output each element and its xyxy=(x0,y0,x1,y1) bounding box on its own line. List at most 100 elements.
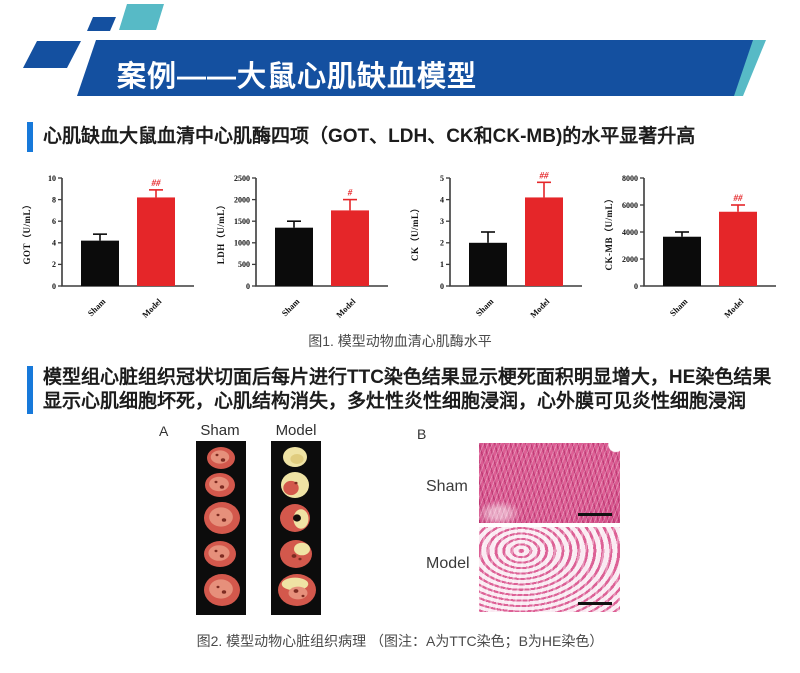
slice-detail xyxy=(216,585,220,589)
bar-chart-ck-mb: 0 2000 4000 6000 8000 CK-MB（U/mL） Sham ## Model xyxy=(604,174,776,320)
model-bar xyxy=(719,211,757,286)
section1-heading: 心肌缺血大鼠血清中心肌酶四项（GOT、LDH、CK和CK-MB)的水平显著升高 xyxy=(27,120,695,154)
slice-detail xyxy=(214,549,218,553)
section2-heading: 模型组心脏组织冠状切面后每片进行TTC染色结果显示梗死面积明显增大，HE染色结果… xyxy=(27,366,785,414)
y-tick-label: 1000 xyxy=(234,239,250,248)
y-tick-label: 0 xyxy=(52,282,56,291)
y-tick-label: 6 xyxy=(52,217,56,226)
he-row-label-model: Model xyxy=(426,555,470,572)
x-tick-label: Model xyxy=(528,296,552,320)
y-tick-label: 500 xyxy=(238,260,250,269)
y-tick-label: 6000 xyxy=(622,201,638,210)
y-axis-title: GOT（U/mL） xyxy=(22,199,32,264)
y-tick-label: 4 xyxy=(52,239,56,248)
y-tick-label: 0 xyxy=(634,282,638,291)
y-axis-title: LDH（U/mL） xyxy=(216,200,226,265)
y-tick-label: 1 xyxy=(440,260,444,269)
heart-slice xyxy=(207,447,235,469)
y-axis-title: CK（U/mL） xyxy=(410,203,420,261)
ttc-strip-model xyxy=(271,441,321,615)
slice-detail xyxy=(220,458,226,462)
y-tick-label: 8000 xyxy=(622,174,638,183)
heart-slice xyxy=(204,574,240,606)
x-tick-label: Sham xyxy=(86,296,108,318)
y-tick-label: 4 xyxy=(440,195,444,204)
y-tick-label: 2500 xyxy=(234,174,250,183)
y-tick-label: 2000 xyxy=(234,195,250,204)
heart-slice xyxy=(281,472,309,498)
x-tick-label: Sham xyxy=(280,296,302,318)
header-decoration xyxy=(23,4,766,96)
significance-label: ## xyxy=(151,178,162,188)
y-tick-label: 1500 xyxy=(234,217,250,226)
y-tick-label: 2 xyxy=(440,239,444,248)
heading-accent-bar xyxy=(27,122,33,152)
he-micrograph-sham xyxy=(479,443,620,523)
slice-detail xyxy=(219,554,225,558)
scale-bar xyxy=(578,602,612,605)
y-tick-label: 8 xyxy=(52,195,56,204)
slice-detail xyxy=(291,554,297,558)
y-tick-label: 0 xyxy=(440,282,444,291)
slice-detail xyxy=(221,518,227,522)
section2-heading-text: 模型组心脏组织冠状切面后每片进行TTC染色结果显示梗死面积明显增大，HE染色结果… xyxy=(43,367,772,412)
scale-bar xyxy=(578,513,612,516)
deco-parallelogram-small xyxy=(87,17,116,31)
heading-accent-bar xyxy=(27,366,33,414)
model-bar xyxy=(525,197,563,286)
deco-parallelogram-teal xyxy=(119,4,164,30)
significance-label: ## xyxy=(733,193,744,203)
deco-parallelogram-left xyxy=(23,41,81,68)
banner-shape xyxy=(77,40,753,96)
y-tick-label: 10 xyxy=(48,174,56,183)
heart-slice xyxy=(280,504,310,532)
y-tick-label: 3 xyxy=(440,217,444,226)
slice-detail xyxy=(221,590,227,594)
he-micrograph-model xyxy=(479,527,620,612)
banner-title: 案例——大鼠心肌缺血模型 xyxy=(117,61,478,93)
bar-chart-ck: 0 1 2 3 4 5 CK（U/mL） Sham ## Model xyxy=(410,170,582,320)
slice-detail xyxy=(219,485,225,489)
heart-slice xyxy=(278,574,316,606)
x-tick-label: Model xyxy=(722,296,746,320)
slice-detail xyxy=(215,453,219,457)
slice-detail xyxy=(293,589,299,593)
slice-detail xyxy=(301,594,305,598)
sham-bar xyxy=(81,240,119,286)
panel-a-label: A xyxy=(159,423,169,439)
y-tick-label: 5 xyxy=(440,174,444,183)
x-tick-label: Model xyxy=(140,296,164,320)
figure1-charts-row: 0 2 4 6 8 10 GOT（U/mL） Sham ## Model 0 500 1000 1500 2… xyxy=(20,168,782,320)
sham-bar xyxy=(275,227,313,286)
y-tick-label: 4000 xyxy=(622,228,638,237)
section1-heading-text: 心肌缺血大鼠血清中心肌酶四项（GOT、LDH、CK和CK-MB)的水平显著升高 xyxy=(43,126,696,147)
panel-b-label: B xyxy=(417,426,427,442)
sham-bar xyxy=(663,236,701,286)
y-tick-label: 0 xyxy=(246,282,250,291)
ttc-strip-sham xyxy=(196,441,246,615)
he-row-label-sham: Sham xyxy=(426,478,468,495)
significance-label: # xyxy=(347,188,353,198)
banner-teal-sliver xyxy=(733,40,766,96)
ttc-column-header-model: Model xyxy=(275,422,317,439)
heart-slice xyxy=(204,502,240,534)
figure1-caption: 图1. 模型动物血清心肌酶水平 xyxy=(308,333,492,349)
heart-slice xyxy=(283,447,307,467)
heart-slice xyxy=(204,541,236,567)
x-tick-label: Sham xyxy=(668,296,690,318)
ttc-column-header-sham: Sham xyxy=(200,422,240,439)
model-bar xyxy=(137,197,175,286)
figure2-caption: 图2. 模型动物心脏组织病理 （图注：A为TTC染色；B为HE染色） xyxy=(196,633,604,649)
slice-detail xyxy=(294,481,298,485)
slice-detail xyxy=(216,513,220,517)
slice-detail xyxy=(298,557,302,561)
slice-detail xyxy=(214,480,218,484)
model-bar xyxy=(331,210,369,286)
sham-bar xyxy=(469,242,507,286)
heart-slice xyxy=(205,473,235,497)
y-tick-label: 2000 xyxy=(622,255,638,264)
heart-slice xyxy=(280,540,312,568)
y-axis-title: CK-MB（U/mL） xyxy=(604,194,614,271)
bar-chart-ldh: 0 500 1000 1500 2000 2500 LDH（U/mL） Sham # Model xyxy=(216,174,388,320)
